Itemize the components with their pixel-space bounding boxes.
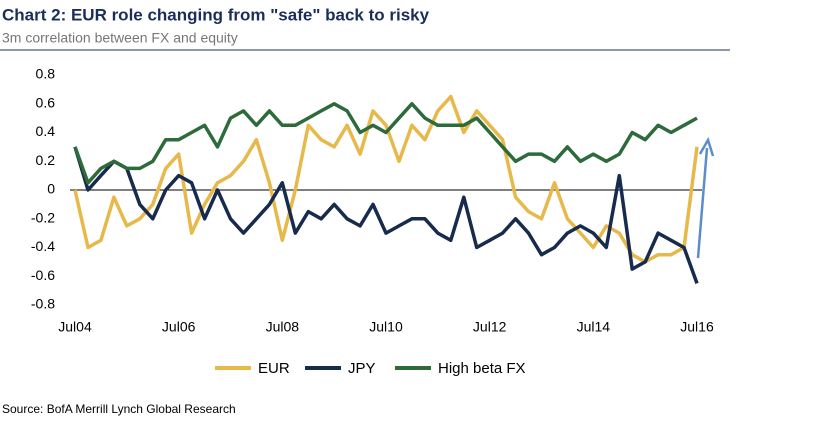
chart-title: Chart 2: EUR role changing from "safe" b… [2,5,430,24]
legend-label: High beta FX [438,360,526,377]
legend-label: EUR [258,360,290,377]
y-tick-label: 0 [47,181,55,197]
x-tick-label: Jul10 [369,319,403,335]
series-line [73,102,698,185]
y-tick-label: 0.4 [36,123,56,139]
arrow [696,147,709,259]
y-tick-label: -0.2 [31,209,55,225]
x-tick-label: Jul12 [473,319,507,335]
x-tick-label: Jul06 [162,319,196,335]
x-tick-label: Jul16 [680,319,714,335]
x-tick-label: Jul08 [266,319,300,335]
y-tick-label: 0.2 [36,152,56,168]
y-tick-label: 0.6 [36,94,56,110]
y-tick-label: 0.8 [36,66,56,82]
series-line [73,94,699,264]
series-line [73,146,699,284]
y-tick-label: -0.6 [31,267,55,283]
arrow-head [698,136,715,157]
source: Source: BofA Merrill Lynch Global Resear… [2,402,236,416]
legend-label: JPY [348,360,376,377]
x-tick-label: Jul14 [577,319,611,335]
chart-subtitle: 3m correlation between FX and equity [2,30,238,46]
y-tick-label: -0.4 [31,238,55,254]
x-tick-label: Jul04 [58,319,92,335]
y-tick-label: -0.8 [31,296,55,312]
